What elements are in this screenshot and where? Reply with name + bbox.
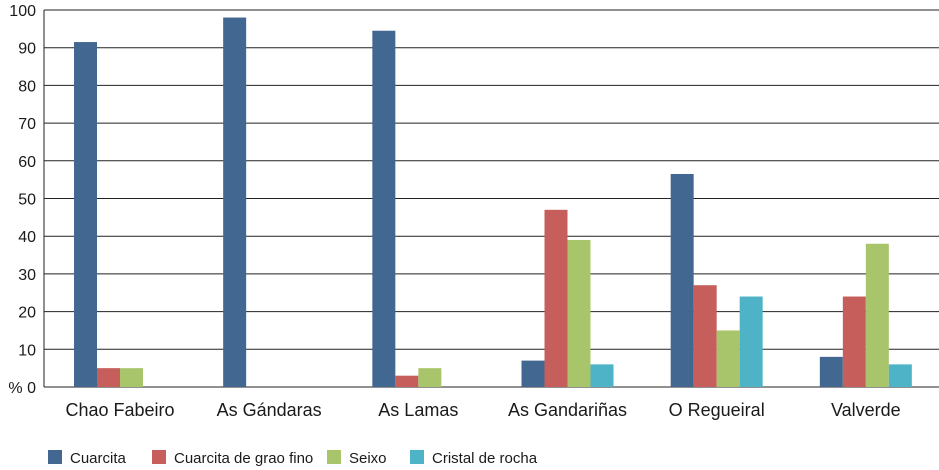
y-tick-label: 10 bbox=[18, 342, 36, 359]
x-category-label: O Regueiral bbox=[669, 400, 765, 420]
y-tick-label: 40 bbox=[18, 229, 36, 246]
bar-4-4 bbox=[590, 364, 614, 387]
bar-4-6 bbox=[888, 364, 912, 387]
y-tick-label: 20 bbox=[18, 305, 36, 322]
y-tick-label: % 0 bbox=[8, 380, 36, 397]
bar-3-5 bbox=[716, 330, 740, 387]
legend-label-4: Cristal de rocha bbox=[432, 450, 538, 467]
bar-2-4 bbox=[544, 209, 568, 387]
x-category-label: As Gándaras bbox=[217, 400, 322, 420]
legend-label-1: Cuarcita bbox=[70, 450, 127, 467]
y-tick-label: 30 bbox=[18, 267, 36, 284]
legend-swatch-2 bbox=[152, 450, 166, 464]
x-category-label: As Lamas bbox=[378, 400, 458, 420]
y-tick-label: 50 bbox=[18, 192, 36, 209]
y-tick-label: 100 bbox=[9, 3, 36, 20]
bar-1-1 bbox=[74, 42, 97, 388]
legend-swatch-3 bbox=[327, 450, 341, 464]
bar-2-6 bbox=[842, 296, 866, 387]
bar-1-4 bbox=[521, 360, 545, 387]
legend: Cuarcita Cuarcita de grao fino Seixo Crista… bbox=[48, 450, 538, 467]
bars bbox=[74, 17, 912, 388]
bar-3-6 bbox=[865, 243, 889, 387]
bar-1-6 bbox=[819, 356, 843, 387]
x-category-label: As Gandariñas bbox=[508, 400, 627, 420]
bar-2-1 bbox=[97, 368, 120, 387]
x-axis-categories: Chao Fabeiro As Gándaras As Lamas As Gandar… bbox=[65, 400, 900, 420]
legend-label-2: Cuarcita de grao fino bbox=[174, 450, 313, 467]
bar-3-1 bbox=[120, 368, 143, 387]
bar-1-2 bbox=[223, 17, 247, 387]
x-category-label: Valverde bbox=[831, 400, 901, 420]
y-tick-label: 70 bbox=[18, 116, 36, 133]
gridlines bbox=[43, 9, 939, 388]
bar-3-3 bbox=[418, 368, 442, 387]
legend-swatch-1 bbox=[48, 450, 62, 464]
y-tick-label: 80 bbox=[18, 78, 36, 95]
bar-1-5 bbox=[670, 173, 694, 387]
legend-swatch-4 bbox=[410, 450, 424, 464]
y-axis-ticks: % 0 10 20 30 40 50 60 70 80 90 100 bbox=[8, 3, 36, 397]
bar-1-3 bbox=[372, 30, 396, 388]
x-category-label: Chao Fabeiro bbox=[65, 400, 174, 420]
bar-2-5 bbox=[693, 285, 717, 387]
bar-2-3 bbox=[395, 375, 419, 387]
y-tick-label: 60 bbox=[18, 154, 36, 171]
legend-label-3: Seixo bbox=[349, 450, 387, 467]
bar-3-4 bbox=[567, 239, 591, 387]
y-tick-label: 90 bbox=[18, 41, 36, 58]
bar-4-5 bbox=[739, 296, 763, 387]
